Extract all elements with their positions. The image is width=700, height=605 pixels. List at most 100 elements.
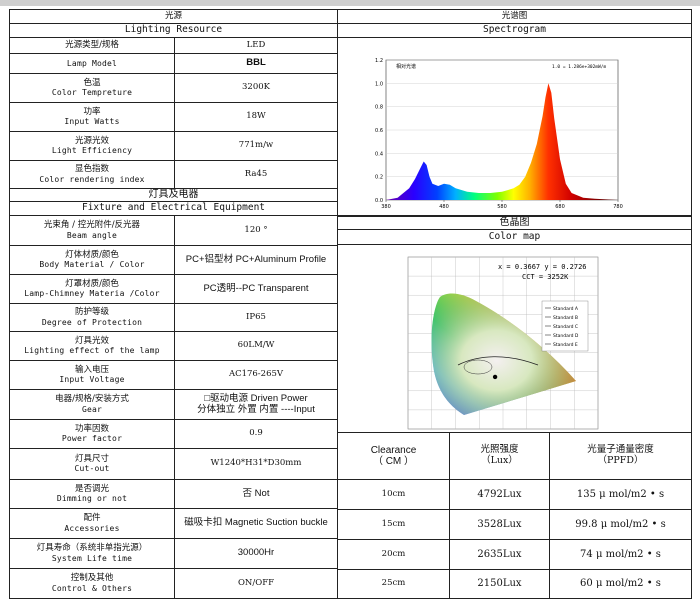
label-en: Body Material / Color bbox=[39, 260, 145, 270]
ppfd-cell: 60 μ mol/m2 • s bbox=[549, 569, 692, 599]
spectrum-panel: 0.0 0.2 0.4 0.6 0.8 1.0 1.2 380 480 580 680 780 相对… bbox=[337, 37, 692, 216]
light-row-value: 771m/w bbox=[174, 131, 338, 161]
lighting-header-zh: 光源 bbox=[9, 9, 338, 24]
spectrum-y-tick: 0.0 bbox=[375, 198, 383, 204]
label-zh: 光源类型/规格 bbox=[65, 39, 119, 50]
label-zh: 色温 bbox=[83, 77, 101, 88]
fixture-row-value: 60LM/W bbox=[174, 331, 338, 361]
color-map-header-en: Color map bbox=[337, 229, 692, 245]
label-en: Cut-out bbox=[74, 464, 110, 474]
label-zh: 灯具寿命（系统非单指光源） bbox=[36, 543, 148, 554]
top-bar bbox=[0, 0, 700, 6]
cie-formula: x = 0.3667 y = 0.2726 bbox=[498, 263, 587, 271]
cie-chart: x = 0.3667 y = 0.2726 CCT = 3252K Standa… bbox=[407, 256, 599, 430]
spectrum-y-tick: 0.2 bbox=[375, 175, 383, 181]
spectrum-title: 相对光谱 bbox=[396, 63, 416, 70]
light-row-value: 18W bbox=[174, 102, 338, 132]
spectrum-formula: 1.0 = 1.286e+302mW/m bbox=[552, 64, 606, 70]
label-en: Lighting effect of the lamp bbox=[24, 346, 160, 356]
light-row-label: Lamp Model bbox=[9, 53, 175, 74]
fixture-row-label: 控制及其他 Control & Others bbox=[9, 568, 175, 599]
label-zh: 是否调光 bbox=[74, 483, 109, 494]
label-en: Color rendering index bbox=[39, 174, 145, 184]
label-en: Power factor bbox=[61, 434, 123, 444]
fixture-row-label: 灯罩材质/颜色 Lamp-Chimney Materia /Color bbox=[9, 274, 175, 304]
fixture-row-label: 功率因数 Power factor bbox=[9, 419, 175, 449]
fixture-row-value: ON/OFF bbox=[174, 568, 338, 599]
header-line-1: Clearance bbox=[370, 444, 417, 456]
spectrum-y-tick: 1.0 bbox=[375, 81, 383, 87]
fixture-row-label: 灯体材质/颜色 Body Material / Color bbox=[9, 245, 175, 275]
spectrum-chart: 0.0 0.2 0.4 0.6 0.8 1.0 1.2 380 480 580 680 780 相对… bbox=[375, 58, 623, 210]
fixture-row-value: 30000Hr bbox=[174, 538, 338, 569]
header-line-1: 光照强度 bbox=[480, 444, 519, 456]
light-row-value: LED bbox=[174, 37, 338, 54]
label-zh: 光束角 / 控光附件/反光器 bbox=[43, 220, 141, 231]
label-en: Input Watts bbox=[64, 117, 120, 127]
label-en: Lamp-Chimney Materia /Color bbox=[24, 289, 160, 299]
ppfd-cell: 10cm bbox=[337, 479, 450, 510]
fixture-row-value: 磁吸卡扣 Magnetic Suction buckle bbox=[174, 508, 338, 539]
ppfd-header-cell: Clearance （ CM ） bbox=[337, 432, 450, 480]
label-zh: 灯具尺寸 bbox=[74, 453, 109, 464]
cie-white-region bbox=[431, 293, 576, 415]
spectrum-x-tick: 780 bbox=[613, 204, 623, 210]
fixture-row-label: 光束角 / 控光附件/反光器 Beam angle bbox=[9, 215, 175, 246]
cie-legend-label: Standard E bbox=[553, 342, 578, 348]
ppfd-header-cell: 光量子通量密度 （PPFD） bbox=[549, 432, 692, 480]
light-row-label: 色温 Color Tempreture bbox=[9, 73, 175, 103]
value-line-2: 分体独立 外置 内置 ----Input bbox=[197, 403, 315, 415]
fixture-row-label: 电器/规格/安装方式 Gear bbox=[9, 389, 175, 420]
fixture-row-value: IP65 bbox=[174, 303, 338, 332]
label-en: Color Tempreture bbox=[51, 88, 133, 98]
label-en: System Life time bbox=[51, 553, 133, 563]
light-row-label: 功率 Input Watts bbox=[9, 102, 175, 132]
spectrogram-header-zh: 光谱图 bbox=[337, 9, 692, 24]
label-zh: 防护等级 bbox=[74, 307, 109, 318]
spectrum-y-tick: 0.4 bbox=[375, 151, 383, 157]
ppfd-cell: 4792Lux bbox=[449, 479, 550, 510]
label-en: Control & Others bbox=[51, 583, 133, 593]
spectrum-y-tick: 0.6 bbox=[375, 128, 383, 134]
ppfd-cell: 3528Lux bbox=[449, 509, 550, 540]
light-row-value: BBL bbox=[174, 53, 338, 74]
cie-legend-label: Standard C bbox=[553, 324, 578, 330]
fixture-row-label: 配件 Accessories bbox=[9, 508, 175, 539]
spectrogram-header-en: Spectrogram bbox=[337, 23, 692, 38]
light-row-label: 光源光效 Light Efficiency bbox=[9, 131, 175, 161]
label-en: Input Voltage bbox=[59, 375, 125, 385]
fixture-row-label: 输入电压 Input Voltage bbox=[9, 360, 175, 390]
label-zh: 功率 bbox=[83, 106, 101, 117]
fixture-row-value: PC透明--PC Transparent bbox=[174, 274, 338, 304]
label-zh: 光源光效 bbox=[74, 135, 109, 146]
fixture-header-zh: 灯具及电器 bbox=[9, 188, 338, 202]
ppfd-cell: 15cm bbox=[337, 509, 450, 540]
cie-legend-label: Standard A bbox=[553, 306, 579, 312]
fixture-row-value: 否 Not bbox=[174, 479, 338, 509]
cie-measured-point bbox=[492, 374, 498, 380]
spectrum-y-tick: 1.2 bbox=[375, 58, 383, 64]
header-line-2: （Lux） bbox=[481, 455, 518, 466]
fixture-row-value: 0.9 bbox=[174, 419, 338, 449]
fixture-row-label: 灯具寿命（系统非单指光源） System Life time bbox=[9, 538, 175, 569]
ppfd-cell: 135 μ mol/m2 • s bbox=[549, 479, 692, 510]
label-en: Lamp Model bbox=[66, 58, 118, 68]
label-en: Beam angle bbox=[66, 230, 118, 240]
light-row-value: Ra45 bbox=[174, 160, 338, 189]
label-zh: 灯具光效 bbox=[74, 335, 109, 346]
label-zh: 输入电压 bbox=[74, 364, 109, 375]
spectrum-x-tick: 580 bbox=[497, 204, 507, 210]
header-line-2: （PPFD） bbox=[597, 455, 644, 466]
cie-panel: x = 0.3667 y = 0.2726 CCT = 3252K Standa… bbox=[337, 244, 692, 433]
color-map-header-zh: 色晶图 bbox=[337, 216, 692, 230]
spectrum-x-tick: 680 bbox=[555, 204, 565, 210]
light-row-label: 显色指数 Color rendering index bbox=[9, 160, 175, 189]
spectrum-curve bbox=[386, 83, 618, 200]
ppfd-cell: 74 μ mol/m2 • s bbox=[549, 539, 692, 570]
label-en: Gear bbox=[81, 404, 103, 414]
label-zh: 功率因数 bbox=[74, 423, 109, 434]
label-zh: 配件 bbox=[83, 513, 101, 524]
fixture-row-value: W1240*H31*D30mm bbox=[174, 448, 338, 480]
spectrum-y-tick: 0.8 bbox=[375, 105, 383, 111]
fixture-header-en: Fixture and Electrical Equipment bbox=[9, 201, 338, 216]
